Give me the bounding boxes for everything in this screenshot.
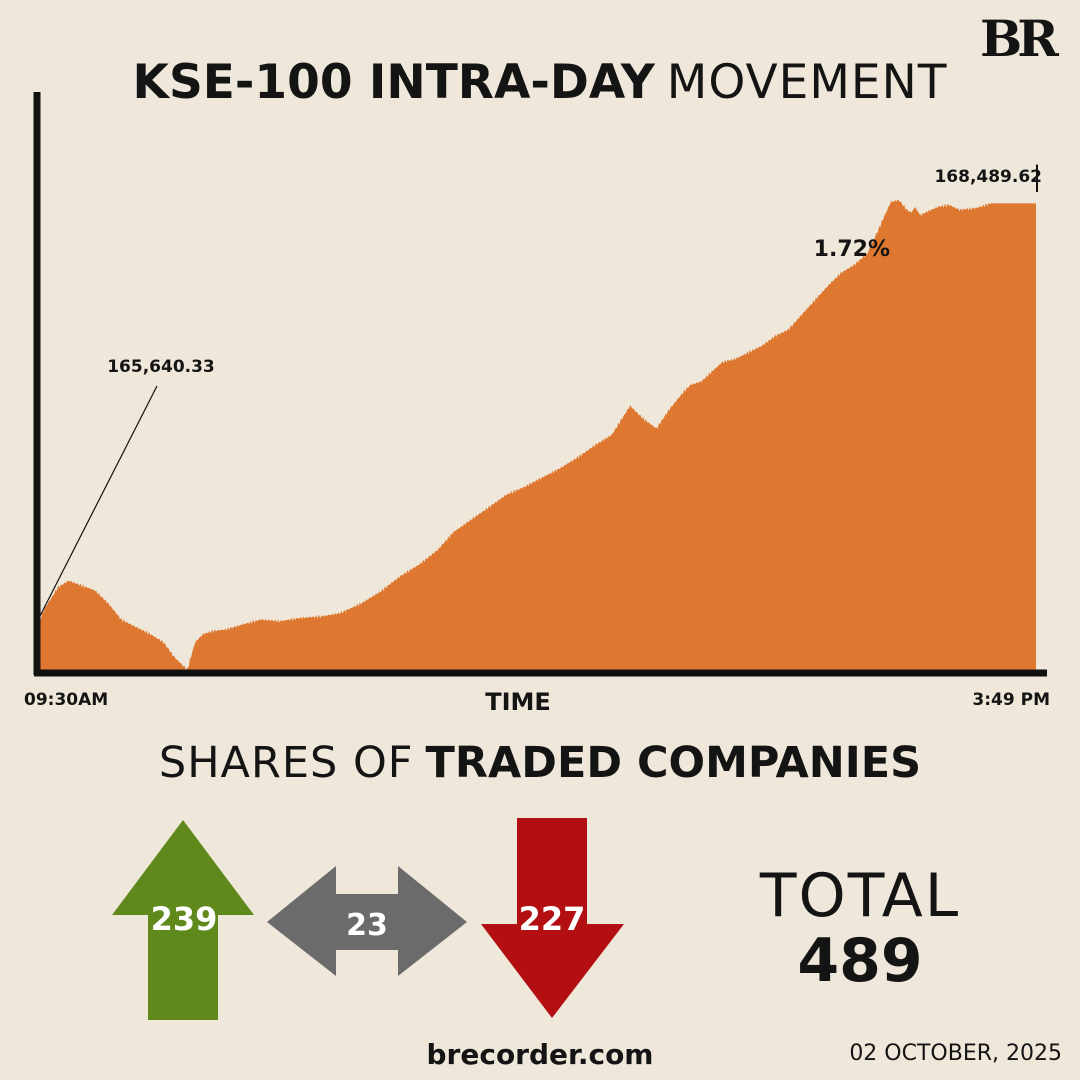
total-label: TOTAL [759,861,961,931]
x-end-label: 3:49 PM [972,690,1050,710]
x-start-label: 09:30AM [24,690,108,710]
chart-title: KSE-100 INTRA-DAY MOVEMENT [0,50,1080,116]
x-axis-title: TIME [485,688,551,716]
close-value-label: 168,489.62 [934,167,1042,187]
shares-title-light: SHARES OF [158,738,414,788]
chart-title-bold: KSE-100 INTRA-DAY [132,55,655,110]
intraday-chart: 165,640.33 168,489.62 1.72% 09:30AM 3:49… [24,92,1050,716]
change-up-arrow-icon [896,207,934,262]
publication-date: 02 OCTOBER, 2025 [849,1041,1062,1066]
change-percent-label: 1.72% [814,237,890,262]
advanced-up-arrow-icon [112,820,254,1020]
shares-title-bold: TRADED COMPANIES [425,738,922,788]
index-area [37,199,1036,673]
advanced-count: 239 [151,900,218,938]
chart-title-light: MOVEMENT [666,55,948,110]
declined-count: 227 [519,900,586,938]
shares-section-title: SHARES OF TRADED COMPANIES [0,733,1080,793]
br-logo: BR [980,9,1059,68]
open-value-leader [38,385,158,619]
open-value-label: 165,640.33 [107,357,215,377]
declined-down-arrow-icon [481,818,624,1018]
shares-arrows: 239 23 227 [112,818,624,1020]
unchanged-double-arrow-icon [267,866,467,976]
website-link[interactable]: brecorder.com [426,1038,654,1071]
total-value: 489 [797,926,923,996]
unchanged-count: 23 [346,908,388,943]
